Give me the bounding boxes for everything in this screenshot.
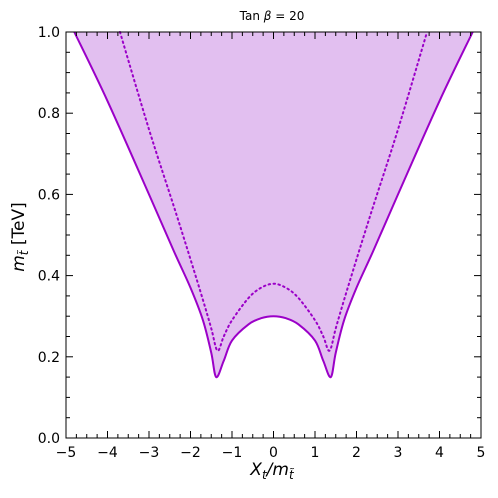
x-axis-label-sep: /m <box>265 460 289 480</box>
chart-title-prefix: Tan <box>239 9 264 23</box>
chart-title: Tan β = 20 <box>239 9 305 23</box>
x-tick-label: 0 <box>269 445 278 461</box>
x-tick-label: 5 <box>477 445 486 461</box>
x-axis-label-main: X <box>249 460 262 480</box>
x-axis-label: Xt/mt̃ <box>249 460 295 482</box>
chart-title-symbol: β <box>263 9 272 23</box>
x-tick-label: 1 <box>311 445 320 461</box>
plot-area <box>73 31 474 379</box>
y-tick-label: 0.4 <box>38 269 60 285</box>
x-tick-label: −1 <box>222 445 243 461</box>
x-tick-label: −3 <box>139 445 160 461</box>
y-axis-label: mt̃ [TeV] <box>9 202 31 272</box>
x-tick-label: 2 <box>352 445 361 461</box>
x-tick-label: 4 <box>435 445 444 461</box>
plot-frame <box>65 31 482 439</box>
allowed-region-fill <box>74 32 473 378</box>
y-tick-label: 1.0 <box>38 25 60 41</box>
x-axis-label-sub2: t̃ <box>289 468 295 482</box>
chart-title-suffix: = 20 <box>271 9 304 23</box>
x-axis-label-sub: t <box>262 468 268 482</box>
dotted-boundary-line <box>118 31 429 352</box>
x-tick-label: −4 <box>97 445 118 461</box>
y-tick-label: 0.8 <box>38 106 60 122</box>
y-tick-label: 0.2 <box>38 350 60 366</box>
y-axis-label-unit: [TeV] <box>9 202 29 250</box>
x-tick-label: 3 <box>394 445 403 461</box>
y-axis-label-sub: t̃ <box>17 249 31 255</box>
solid-boundary-line <box>73 31 474 379</box>
y-tick-label: 0.0 <box>38 431 60 447</box>
y-axis-label-main: m <box>9 255 29 272</box>
x-tick-label: −5 <box>56 445 77 461</box>
y-tick-label: 0.6 <box>38 187 60 203</box>
x-tick-label: −2 <box>180 445 201 461</box>
ticks: −5 −4 −3 −2 −1 0 1 2 3 4 5 0.0 0.2 0.4 0.6 0.8 1.0 <box>38 25 486 461</box>
